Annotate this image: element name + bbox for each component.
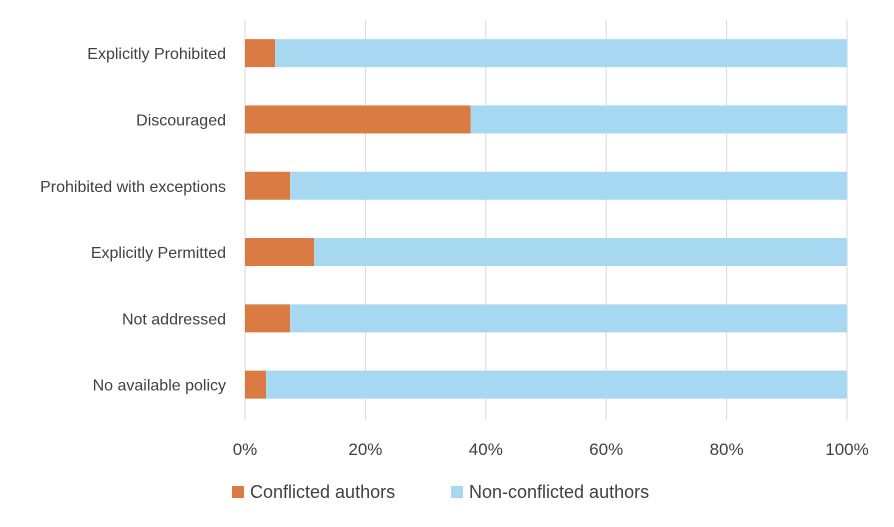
bar-conflicted-authors (245, 39, 276, 68)
x-tick-label: 40% (469, 440, 503, 459)
bars (245, 39, 848, 399)
x-tick-label: 0% (233, 440, 258, 459)
category-label: Discouraged (136, 112, 226, 129)
x-tick-label: 100% (825, 440, 868, 459)
bar-non-conflicted-authors (290, 171, 847, 200)
category-label: Explicitly Prohibited (87, 46, 226, 63)
category-labels: Explicitly Prohibited Discouraged Prohibit… (40, 46, 226, 395)
bar-conflicted-authors (245, 105, 471, 134)
legend-swatch-conflicted (232, 486, 244, 498)
legend: Conflicted authors Non-conflicted authors (232, 482, 649, 502)
category-label: Explicitly Permitted (91, 245, 226, 262)
bar-non-conflicted-authors (314, 238, 848, 267)
x-tick-label: 80% (710, 440, 744, 459)
x-tick-label: 20% (348, 440, 382, 459)
bar-conflicted-authors (245, 238, 315, 267)
bar-non-conflicted-authors (266, 370, 847, 399)
x-tick-label: 60% (589, 440, 623, 459)
category-label: No available policy (93, 378, 226, 395)
bar-conflicted-authors (245, 304, 291, 333)
bar-non-conflicted-authors (290, 304, 847, 333)
legend-label: Non-conflicted authors (469, 482, 649, 502)
bar-conflicted-authors (245, 171, 291, 200)
legend-label: Conflicted authors (250, 482, 395, 502)
category-label: Prohibited with exceptions (40, 179, 226, 196)
x-axis-tick-labels: 0% 20% 40% 60% 80% 100% (233, 440, 869, 459)
category-label: Not addressed (122, 311, 226, 328)
bar-non-conflicted-authors (470, 105, 847, 134)
legend-swatch-non-conflicted (451, 486, 463, 498)
gridlines (244, 20, 848, 420)
bar-non-conflicted-authors (275, 39, 848, 68)
bar-conflicted-authors (245, 370, 267, 399)
